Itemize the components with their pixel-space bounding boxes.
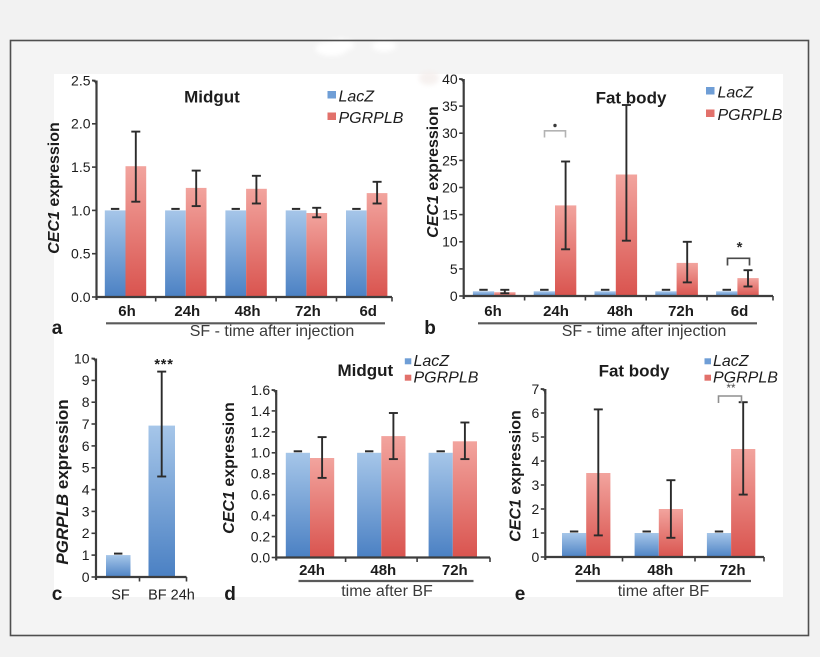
svg-text:0: 0 (82, 569, 90, 585)
svg-text:6: 6 (82, 438, 90, 454)
svg-text:35: 35 (442, 98, 458, 114)
svg-text:*: * (737, 239, 743, 256)
svg-text:48h: 48h (235, 303, 261, 320)
svg-text:24h: 24h (174, 303, 200, 320)
svg-text:9: 9 (82, 372, 90, 388)
svg-text:0.6: 0.6 (251, 487, 271, 503)
svg-text:1.0: 1.0 (71, 202, 91, 218)
svg-text:***: *** (154, 357, 173, 373)
svg-text:SF: SF (111, 588, 130, 604)
svg-text:LacZ: LacZ (713, 353, 750, 370)
svg-text:0.4: 0.4 (251, 508, 271, 524)
svg-text:CEC1 expression: CEC1 expression (425, 106, 442, 238)
svg-text:BF 24h: BF 24h (148, 588, 195, 604)
svg-text:1.0: 1.0 (251, 445, 271, 461)
svg-text:time after BF: time after BF (618, 583, 710, 600)
svg-text:LacZ: LacZ (414, 353, 451, 370)
svg-text:PGRPLB expression: PGRPLB expression (53, 399, 72, 564)
svg-text:0.0: 0.0 (71, 289, 91, 305)
svg-text:7: 7 (532, 381, 540, 397)
svg-text:1.4: 1.4 (251, 403, 271, 419)
svg-text:SF - time after injection: SF - time after injection (562, 323, 727, 340)
svg-text:Fat body: Fat body (599, 362, 670, 381)
svg-text:2.0: 2.0 (71, 116, 91, 132)
svg-text:24h: 24h (299, 562, 325, 579)
svg-text:48h: 48h (647, 562, 673, 579)
svg-text:0: 0 (450, 288, 458, 304)
svg-text:CEC1 expression: CEC1 expression (508, 410, 525, 542)
svg-text:6h: 6h (484, 303, 502, 320)
svg-text:1.5: 1.5 (71, 159, 91, 175)
svg-text:Midgut: Midgut (337, 361, 393, 380)
svg-text:2: 2 (532, 501, 540, 517)
svg-text:b: b (424, 318, 436, 339)
svg-text:15: 15 (442, 207, 458, 223)
svg-text:72h: 72h (720, 562, 746, 579)
svg-text:0.0: 0.0 (251, 549, 271, 565)
svg-text:1.6: 1.6 (251, 382, 271, 398)
svg-text:**: ** (727, 383, 736, 395)
svg-text:PGRPLB: PGRPLB (339, 110, 404, 127)
svg-text:48h: 48h (607, 303, 633, 320)
svg-text:6h: 6h (118, 303, 136, 320)
svg-text:24h: 24h (543, 303, 569, 320)
svg-text:PGRPLB: PGRPLB (414, 370, 479, 387)
svg-text:d: d (224, 584, 236, 605)
svg-text:10: 10 (442, 234, 458, 250)
svg-text:5: 5 (450, 261, 458, 277)
svg-text:30: 30 (442, 125, 458, 141)
svg-text:LacZ: LacZ (339, 89, 376, 106)
svg-text:3: 3 (82, 503, 90, 519)
svg-text:24h: 24h (575, 562, 601, 579)
svg-text:a: a (52, 318, 63, 339)
svg-text:2.5: 2.5 (71, 72, 91, 88)
svg-text:8: 8 (82, 394, 90, 410)
svg-text:0.8: 0.8 (251, 466, 271, 482)
svg-text:10: 10 (74, 350, 90, 366)
svg-text:c: c (52, 584, 63, 605)
svg-text:e: e (515, 584, 526, 605)
svg-text:72h: 72h (295, 303, 321, 320)
svg-text:LacZ: LacZ (718, 85, 755, 102)
svg-text:5: 5 (82, 460, 90, 476)
svg-text:Fat body: Fat body (596, 89, 667, 108)
svg-text:Midgut: Midgut (184, 88, 240, 107)
svg-text:0.2: 0.2 (251, 529, 271, 545)
svg-text:72h: 72h (668, 303, 694, 320)
svg-text:25: 25 (442, 152, 458, 168)
svg-text:4: 4 (82, 482, 90, 498)
svg-text:PGRPLB: PGRPLB (713, 370, 778, 387)
svg-text:1: 1 (532, 525, 540, 541)
svg-text:2: 2 (82, 525, 90, 541)
svg-text:5: 5 (532, 429, 540, 445)
svg-text:0.5: 0.5 (71, 246, 91, 262)
svg-text:0: 0 (532, 549, 540, 565)
svg-text:6d: 6d (731, 303, 749, 320)
svg-text:6d: 6d (359, 303, 377, 320)
svg-text:4: 4 (532, 453, 540, 469)
svg-text:CEC1 expression: CEC1 expression (221, 402, 238, 534)
svg-text:time after BF: time after BF (341, 583, 433, 600)
svg-text:SF - time after injection: SF - time after injection (190, 323, 355, 340)
svg-text:1: 1 (82, 547, 90, 563)
svg-text:72h: 72h (442, 562, 468, 579)
svg-text:48h: 48h (370, 562, 396, 579)
svg-text:CEC1 expression: CEC1 expression (46, 122, 63, 254)
svg-text:40: 40 (442, 71, 458, 87)
svg-text:20: 20 (442, 179, 458, 195)
svg-text:3: 3 (532, 477, 540, 493)
svg-text:1.2: 1.2 (251, 424, 271, 440)
svg-text:6: 6 (532, 405, 540, 421)
svg-text:7: 7 (82, 416, 90, 432)
svg-text:PGRPLB: PGRPLB (718, 107, 783, 124)
